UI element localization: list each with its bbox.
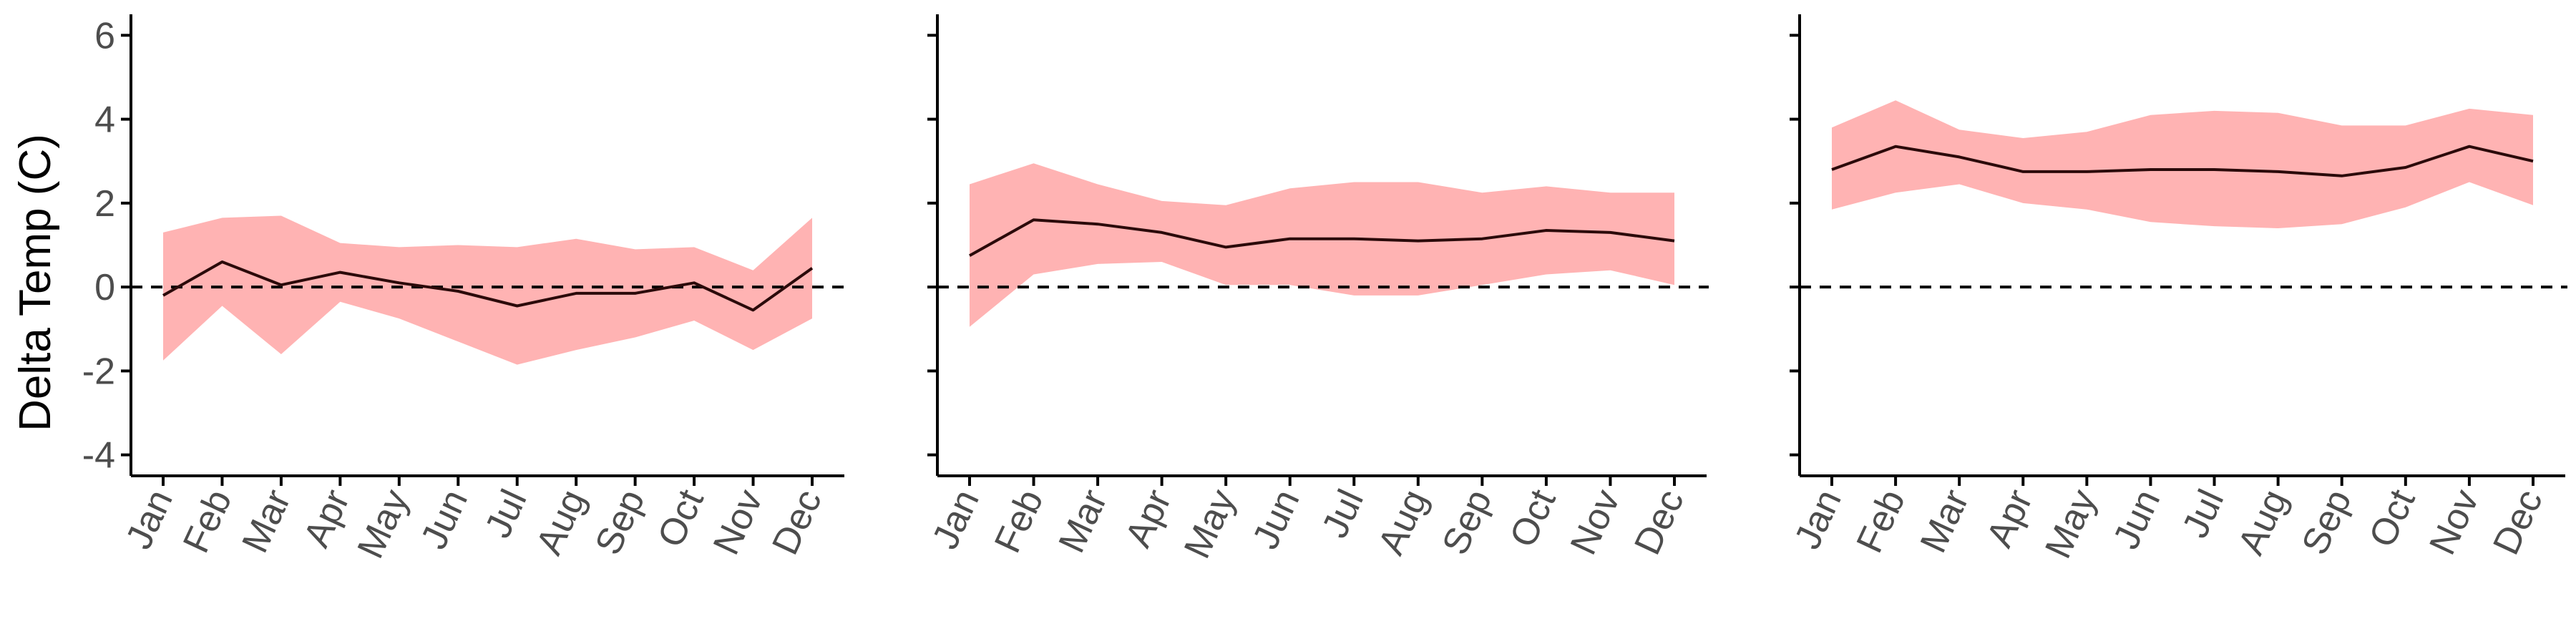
y-axis-title: Delta Temp (C) [11,134,60,431]
x-tick-label-mar: Mar [234,484,298,560]
x-tick-label-jun: Jun [1245,484,1308,556]
x-tick-label-mar: Mar [1051,484,1116,560]
x-tick-label-jun: Jun [2105,484,2168,556]
x-tick-label-oct: Oct [1502,483,1564,553]
mean-line-3 [1831,145,2534,177]
x-tick-label-dec: Dec [764,484,830,561]
x-tick-label-oct: Oct [650,483,712,553]
x-tick-label-nov: Nov [706,484,771,561]
x-tick-label-oct: Oct [2361,483,2424,553]
x-tick-label-dec: Dec [1626,484,1692,561]
x-tick-label-aug: Aug [2230,484,2296,561]
mean-line-2 [969,218,1675,257]
x-tick-label-jan: Jan [924,484,987,556]
x-tick-label-apr: Apr [1118,484,1180,554]
x-tick-label-sep: Sep [587,484,653,561]
x-tick-label-nov: Nov [2421,484,2487,561]
x-tick-label-sep: Sep [2294,484,2360,561]
x-tick-label-dec: Dec [2485,484,2551,561]
x-tick-label-jan: Jan [118,484,181,556]
y-tick-label: 0 [94,267,115,308]
y-tick-label: 2 [94,183,115,225]
x-tick-label-apr: Apr [296,484,358,554]
x-tick-label-mar: Mar [1913,484,1977,560]
x-tick-label-aug: Aug [528,484,594,561]
y-tick-label: 6 [94,15,115,57]
x-tick-label-may: May [350,484,417,565]
x-tick-label-jan: Jan [1787,484,1850,556]
x-tick-label-apr: Apr [1979,484,2041,554]
x-tick-label-feb: Feb [175,484,240,560]
x-tick-label-feb: Feb [1849,484,1913,560]
x-tick-label-nov: Nov [1563,484,1629,561]
x-tick-label-feb: Feb [987,484,1051,560]
confidence-band-3 [1832,100,2533,228]
confidence-band-2 [970,163,1674,327]
x-tick-label-jul: Jul [1314,484,1372,545]
x-tick-label-aug: Aug [1370,484,1436,561]
y-tick-label: -4 [82,435,115,477]
confidence-band-1 [163,215,812,365]
y-tick-label: -2 [82,351,115,392]
y-tick-label: 4 [94,99,115,141]
x-tick-label-jul: Jul [477,484,535,545]
x-tick-label-sep: Sep [1435,484,1501,561]
x-tick-label-may: May [1176,484,1244,565]
x-tick-label-may: May [2037,484,2104,565]
x-tick-label-jul: Jul [2175,484,2233,545]
x-tick-label-jun: Jun [413,484,476,556]
mean-line-1 [162,260,814,312]
